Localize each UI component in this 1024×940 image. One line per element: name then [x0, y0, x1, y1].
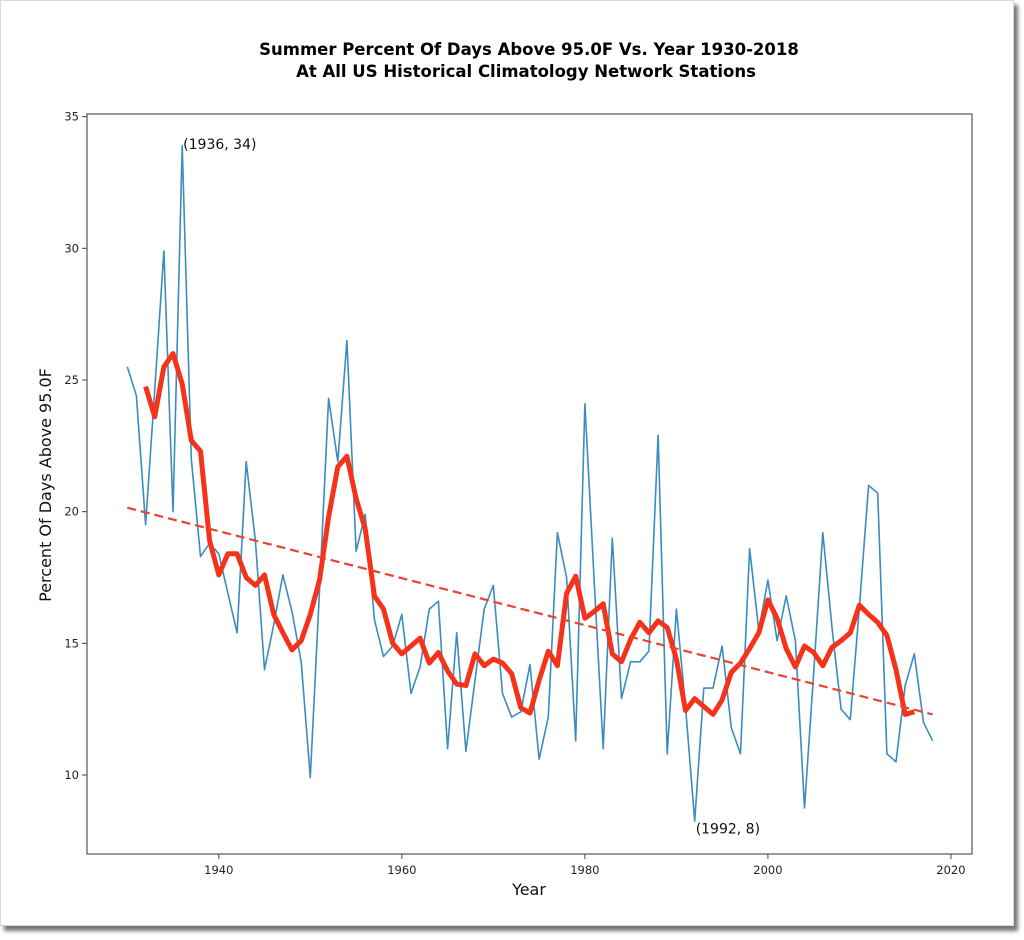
- x-tick-label: 1960: [387, 863, 416, 877]
- annotation-label: (1992, 8): [696, 822, 760, 838]
- x-axis-label: Year: [511, 880, 546, 899]
- annotation-label: (1936, 34): [183, 137, 256, 153]
- x-tick-label: 2020: [936, 863, 965, 877]
- trend-line: [127, 506, 933, 716]
- axes-frame: [86, 113, 973, 855]
- chart-subtitle: At All US Historical Climatology Network…: [296, 62, 756, 81]
- y-axis-label: Percent Of Days Above 95.0F: [36, 368, 55, 602]
- x-tick-label: 1980: [570, 863, 599, 877]
- series-layer: [126, 144, 934, 822]
- annual-data-line: [126, 144, 934, 822]
- y-tick-label: 25: [64, 373, 79, 387]
- annotations: (1936, 34) (1992, 8): [183, 137, 760, 838]
- x-tick-label: 1940: [204, 863, 233, 877]
- y-axis-ticks: 10 15 20 25 30 35: [64, 110, 87, 782]
- y-tick-label: 10: [64, 768, 79, 782]
- figure-frame: Summer Percent Of Days Above 95.0F Vs. Y…: [0, 0, 1014, 926]
- y-tick-label: 30: [64, 241, 79, 255]
- moving-average-line: [143, 351, 915, 717]
- y-tick-label: 35: [64, 110, 79, 124]
- x-axis-ticks: 1940 1960 1980 2000 2020: [204, 854, 966, 877]
- chart-title: Summer Percent Of Days Above 95.0F Vs. Y…: [259, 40, 799, 59]
- y-tick-label: 20: [64, 505, 79, 519]
- y-tick-label: 15: [64, 636, 79, 650]
- x-tick-label: 2000: [753, 863, 782, 877]
